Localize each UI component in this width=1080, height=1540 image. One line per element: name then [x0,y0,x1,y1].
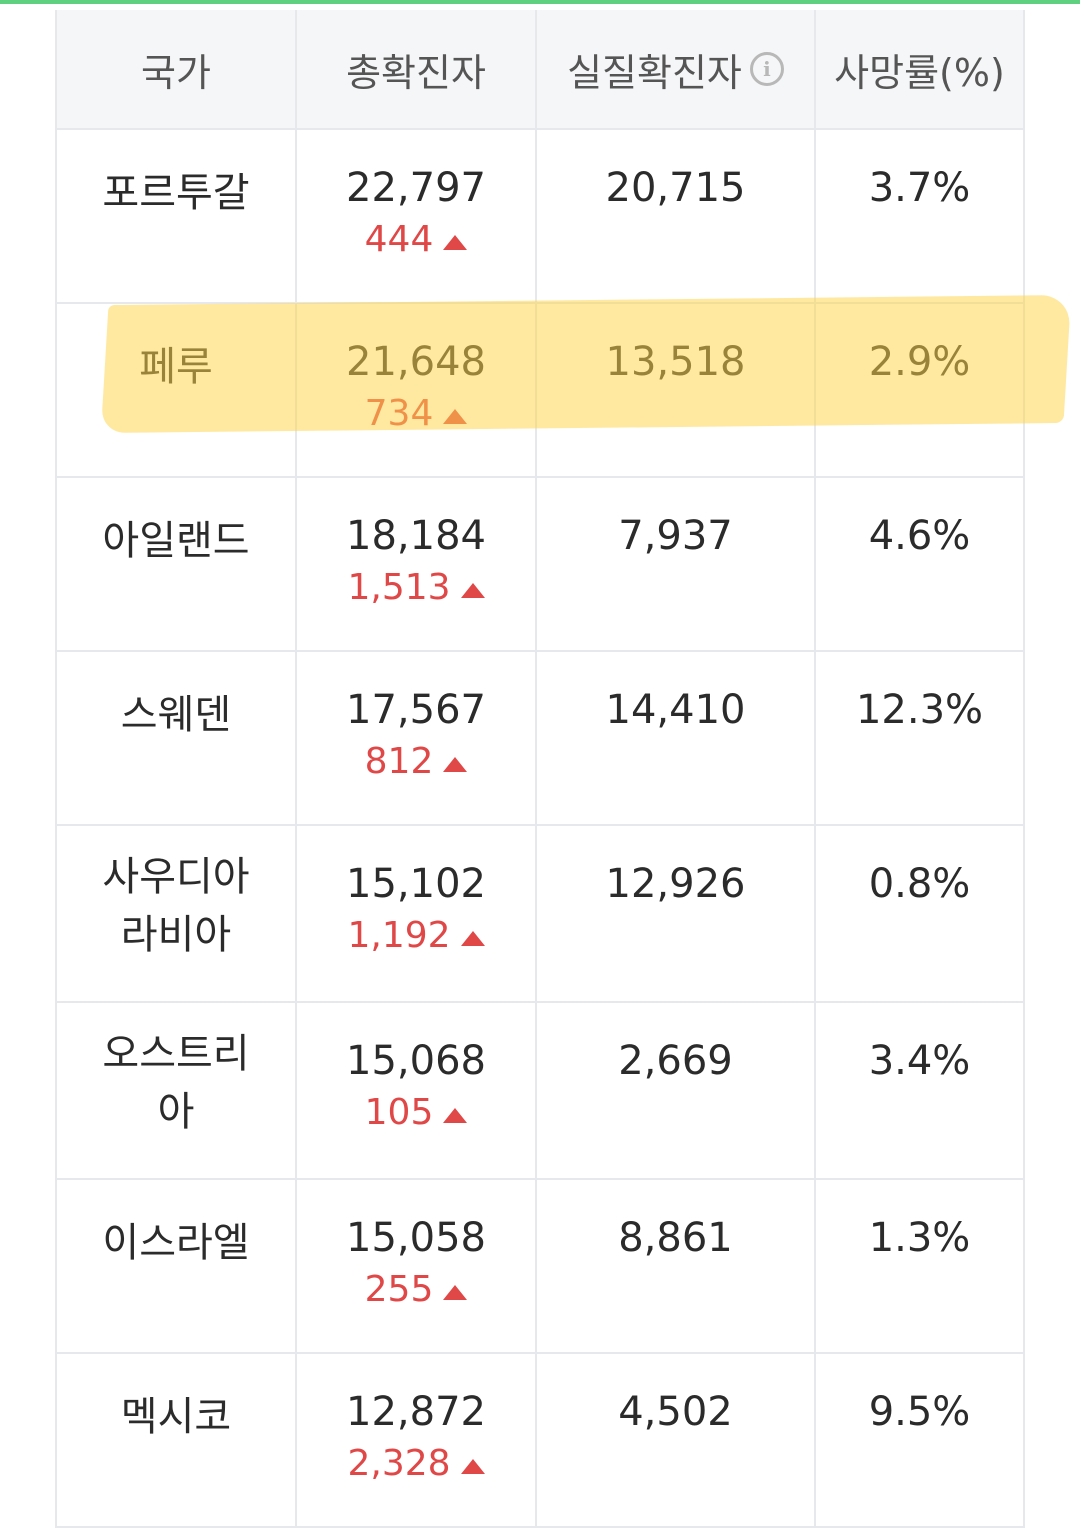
active-cases: 13,518 [605,339,746,385]
table-row: 오스트리아 15,068 105 2,669 3.4% [57,1003,1023,1180]
country-name: 페루 [139,344,213,390]
table-row: 아일랜드 18,184 1,513 7,937 4.6% [57,478,1023,652]
table-header: 국가 총확진자 실질확진자 i 사망률(%) [57,10,1023,130]
up-triangle-icon [460,930,485,946]
header-total[interactable]: 총확진자 [297,10,537,128]
header-active[interactable]: 실질확진자 i [537,10,816,128]
total-cases: 15,102 [346,861,486,907]
fatality-rate: 4.6% [868,513,971,559]
country-name: 멕시코 [120,1394,232,1440]
total-cases: 17,567 [346,687,486,733]
table-row: 페루 21,648 734 13,518 2.9% [57,304,1023,478]
total-cases: 15,068 [346,1038,486,1084]
fatality-rate: 2.9% [868,339,971,385]
active-cases: 8,861 [618,1215,733,1261]
info-icon[interactable]: i [749,52,784,86]
active-cases: 4,502 [618,1389,733,1435]
table-row: 사우디아라비아 15,102 1,192 12,926 0.8% [57,826,1023,1003]
top-accent-line [0,0,1080,4]
total-cases: 18,184 [346,513,486,559]
daily-increase: 444 [365,212,468,268]
daily-increase: 1,513 [347,560,485,616]
table-row: 스웨덴 17,567 812 14,410 12.3% [57,652,1023,826]
total-cases: 15,058 [346,1215,486,1261]
daily-increase: 2,328 [347,1436,485,1492]
country-name: 포르투갈 [102,170,250,216]
up-triangle-icon [460,1458,485,1474]
daily-increase: 812 [365,734,468,790]
fatality-rate: 9.5% [868,1389,971,1435]
up-triangle-icon [443,1107,468,1123]
active-cases: 7,937 [618,513,733,559]
country-name: 사우디아라비아 [102,854,250,958]
daily-increase: 255 [365,1262,468,1318]
up-triangle-icon [443,756,468,772]
up-triangle-icon [443,1284,468,1300]
fatality-rate: 1.3% [868,1215,971,1261]
total-cases: 21,648 [346,339,486,385]
fatality-rate: 3.4% [868,1038,971,1084]
active-cases: 12,926 [605,861,746,907]
daily-increase: 734 [365,386,468,442]
fatality-rate: 0.8% [868,861,971,907]
daily-increase: 105 [365,1085,468,1141]
fatality-rate: 12.3% [855,687,984,733]
up-triangle-icon [443,408,468,424]
country-stats-table: 국가 총확진자 실질확진자 i 사망률(%) 포르투갈 22,797 444 2… [55,10,1025,1528]
country-name: 이스라엘 [102,1220,250,1266]
header-fatality[interactable]: 사망률(%) [834,50,1005,95]
active-cases: 20,715 [605,165,746,211]
fatality-rate: 3.7% [868,165,971,211]
up-triangle-icon [443,234,468,250]
table-row: 포르투갈 22,797 444 20,715 3.7% [57,130,1023,304]
table-row: 멕시코 12,872 2,328 4,502 9.5% [57,1354,1023,1528]
total-cases: 22,797 [346,165,486,211]
active-cases: 2,669 [618,1038,733,1084]
country-name: 아일랜드 [102,518,250,564]
country-name: 스웨덴 [120,692,232,738]
active-cases: 14,410 [605,687,746,733]
total-cases: 12,872 [346,1389,486,1435]
header-country[interactable]: 국가 [57,10,297,128]
table-row: 이스라엘 15,058 255 8,861 1.3% [57,1180,1023,1354]
country-name: 오스트리아 [102,1031,250,1135]
up-triangle-icon [460,582,485,598]
daily-increase: 1,192 [347,908,485,964]
